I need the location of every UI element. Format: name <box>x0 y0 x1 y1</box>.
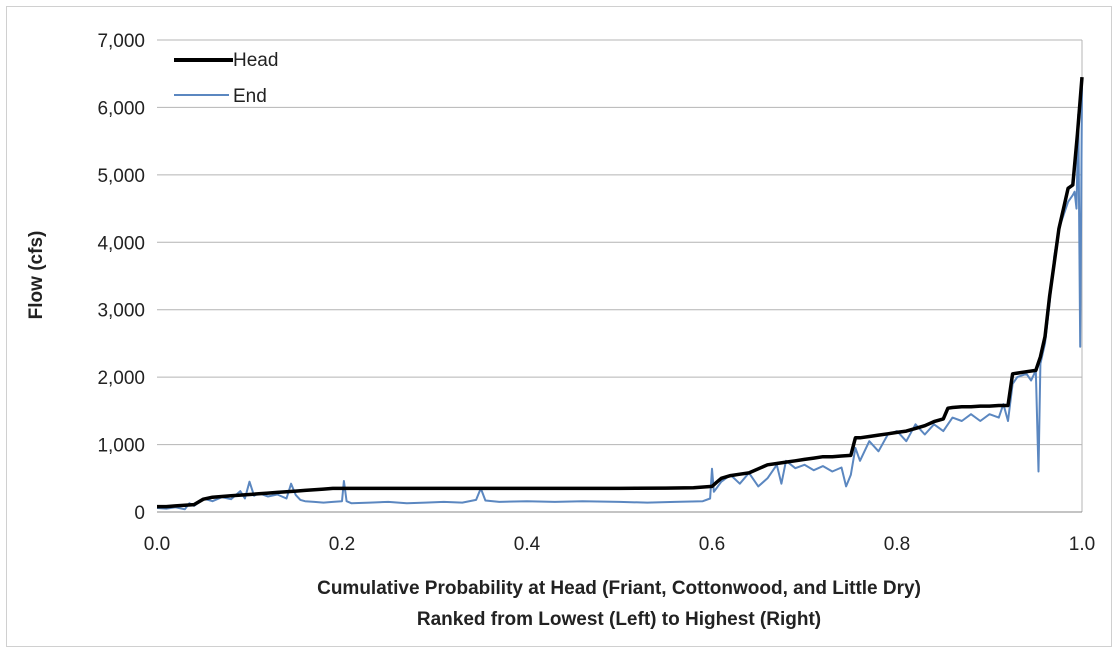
y-axis-title: Flow (cfs) <box>26 231 47 320</box>
y-tick-label: 3,000 <box>97 301 145 322</box>
x-axis-title-line1: Cumulative Probability at Head (Friant, … <box>317 578 921 599</box>
x-tick-label: 0.8 <box>884 534 910 555</box>
y-tick-label: 5,000 <box>97 166 145 187</box>
y-tick-label: 7,000 <box>97 31 145 52</box>
x-tick-label: 0.6 <box>699 534 725 555</box>
series-layer <box>156 76 1084 511</box>
tick-labels: 0 1,000 2,000 3,000 4,000 5,000 6,000 7,000 0.0 0… <box>97 31 1095 555</box>
legend-label-end: End <box>233 86 267 107</box>
series-line-head <box>157 76 1084 509</box>
x-tick-label: 0.2 <box>329 534 355 555</box>
legend-label-head: Head <box>233 50 278 71</box>
gridlines <box>157 39 1083 513</box>
y-tick-label: 6,000 <box>97 98 145 119</box>
series-line-end <box>156 87 1083 511</box>
y-tick-label: 2,000 <box>97 368 145 389</box>
x-axis-title-line2: Ranked from Lowest (Left) to Highest (Ri… <box>417 609 821 630</box>
y-tick-label: 4,000 <box>97 233 145 254</box>
chart-frame <box>6 6 1112 647</box>
x-tick-label: 0.4 <box>514 534 541 555</box>
x-tick-label: 1.0 <box>1069 534 1095 555</box>
x-tick-label: 0.0 <box>144 534 170 555</box>
y-tick-label: 1,000 <box>97 436 145 457</box>
legend: Head End <box>174 50 278 107</box>
y-tick-label: 0 <box>134 503 145 524</box>
